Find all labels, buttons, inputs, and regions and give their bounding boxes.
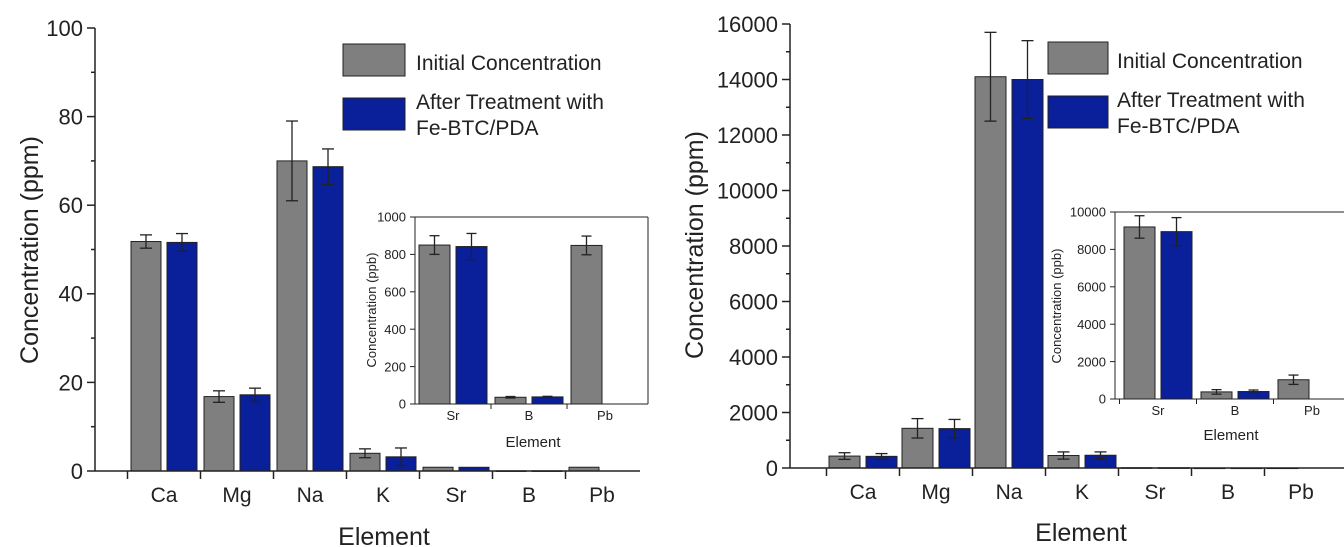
left-main-ytick-label: 0 xyxy=(71,459,83,484)
right-inset-ytick-label: 2000 xyxy=(1077,354,1106,369)
right-main-ytick-label: 0 xyxy=(766,456,778,481)
left-inset-ytick-label: 800 xyxy=(384,247,406,262)
left-legend-label-treated-line2: Fe-BTC/PDA xyxy=(416,117,539,140)
left-inset-ytick-label: 200 xyxy=(384,359,406,374)
right-legend-label-treated-line1: After Treatment with xyxy=(1117,89,1305,112)
left-inset-xtick-label: B xyxy=(525,408,534,423)
right-inset-ytick-label: 8000 xyxy=(1077,242,1106,257)
right-main-xtick-label: Mg xyxy=(921,481,950,504)
left-main-xtick-label: K xyxy=(376,484,390,507)
left-main-ytick-label: 100 xyxy=(46,16,83,41)
right-inset-xtick-label: Sr xyxy=(1152,403,1166,418)
left-legend: Initial Concentration After Treatment wi… xyxy=(342,43,604,140)
left-panel: 0 20 40 60 80 100 Ca Mg Na K Sr B Pb Element Concent… xyxy=(16,16,649,547)
left-inset-xlabel: Element xyxy=(505,434,561,451)
right-inset-chart: 0 2000 4000 6000 8000 10000 Sr B Pb xyxy=(1070,205,1344,418)
right-main-xtick-label: Sr xyxy=(1145,481,1166,504)
left-main-chart: 0 20 40 60 80 100 Ca Mg Na K Sr B Pb xyxy=(46,16,640,507)
right-main-xtick-label: Na xyxy=(996,481,1023,504)
right-main-ytick-label: 8000 xyxy=(729,234,778,259)
left-inset-ytick-label: 0 xyxy=(399,397,406,412)
left-main-xtick-label: Mg xyxy=(222,484,251,507)
right-main-xtick-label: Ca xyxy=(850,481,877,504)
right-main-xtick-label: K xyxy=(1075,481,1089,504)
right-inset-ytick-label: 0 xyxy=(1099,392,1106,407)
left-main-ytick-label: 60 xyxy=(59,193,83,218)
left-inset-bar-initial-Sr xyxy=(418,244,451,405)
left-main-xtick-label: Sr xyxy=(446,484,467,507)
left-main-ytick-label: 20 xyxy=(59,370,83,395)
left-main-bar-initial-Mg xyxy=(203,396,235,472)
right-inset-bar-initial-Sr xyxy=(1123,226,1156,400)
right-panel: 0 2000 4000 6000 8000 10000 12000 14000 16000 Ca M… xyxy=(681,12,1344,547)
left-main-bar-treated-Ca xyxy=(166,241,198,472)
left-main-bar-treated-Mg xyxy=(239,394,271,472)
right-inset-ytick-label: 4000 xyxy=(1077,317,1106,332)
left-legend-swatch-initial xyxy=(342,43,406,77)
left-main-xtick-label: Pb xyxy=(589,484,615,507)
left-inset-xtick-label: Sr xyxy=(447,408,461,423)
left-main-xtick-label: Ca xyxy=(151,484,178,507)
right-inset-ytick-label: 10000 xyxy=(1070,205,1106,220)
right-legend-label-initial: Initial Concentration xyxy=(1117,50,1303,73)
right-legend-swatch-initial xyxy=(1047,41,1109,75)
right-main-bar-initial-Na xyxy=(974,76,1007,469)
left-inset-xtick-label: Pb xyxy=(597,408,613,423)
left-legend-swatch-treated xyxy=(342,97,406,131)
right-main-xtick-label: Pb xyxy=(1288,481,1314,504)
left-main-ytick-label: 80 xyxy=(59,105,83,130)
right-main-ytick-label: 12000 xyxy=(717,123,778,148)
right-xlabel: Element xyxy=(1035,519,1127,547)
left-inset-background xyxy=(415,217,648,404)
right-main-ytick-label: 10000 xyxy=(717,178,778,203)
right-main-ytick-label: 6000 xyxy=(729,289,778,314)
right-main-ytick-label: 2000 xyxy=(729,400,778,425)
left-main-xtick-label: B xyxy=(522,484,536,507)
left-xlabel: Element xyxy=(338,523,430,547)
right-inset-bar-treated-Sr xyxy=(1160,231,1193,400)
left-inset-bar-initial-Pb xyxy=(570,244,603,405)
left-ylabel: Concentration (ppm) xyxy=(16,136,44,364)
right-inset-ytick-label: 6000 xyxy=(1077,279,1106,294)
right-inset-xlabel: Element xyxy=(1203,427,1259,444)
left-main-bar-treated-Na xyxy=(312,166,344,472)
left-main-xtick-label: Na xyxy=(297,484,324,507)
left-inset-ytick-label: 600 xyxy=(384,284,406,299)
right-legend-label-treated-line2: Fe-BTC/PDA xyxy=(1117,115,1240,138)
left-main-bar-initial-Ca xyxy=(130,241,162,472)
left-main-ytick-label: 40 xyxy=(59,282,83,307)
right-legend-swatch-treated xyxy=(1047,95,1109,129)
left-inset-ytick-label: 1000 xyxy=(377,210,406,225)
right-legend: Initial Concentration After Treatment wi… xyxy=(1047,41,1305,138)
right-ylabel: Concentration (ppm) xyxy=(681,131,709,359)
right-main-chart: 0 2000 4000 6000 8000 10000 12000 14000 16000 Ca M… xyxy=(717,12,1344,504)
right-main-ytick-label: 14000 xyxy=(717,67,778,92)
left-legend-label-treated-line1: After Treatment with xyxy=(416,91,604,114)
right-main-ytick-label: 16000 xyxy=(717,12,778,37)
left-main-bar-initial-Na xyxy=(276,160,308,472)
right-inset-xtick-label: Pb xyxy=(1304,403,1320,418)
right-main-bar-treated-Na xyxy=(1011,79,1044,469)
right-main-xtick-label: B xyxy=(1221,481,1235,504)
right-inset-xtick-label: B xyxy=(1231,403,1240,418)
right-inset-ylabel: Concentration (ppb) xyxy=(1049,249,1064,364)
left-legend-label-initial: Initial Concentration xyxy=(416,52,602,75)
left-inset-ytick-label: 400 xyxy=(384,322,406,337)
right-main-ytick-label: 4000 xyxy=(729,345,778,370)
left-inset-ylabel: Concentration (ppb) xyxy=(364,253,379,368)
left-inset-chart: 0 200 400 600 800 1000 Sr B Pb xyxy=(377,210,649,423)
left-inset-bar-treated-Sr xyxy=(455,246,488,405)
